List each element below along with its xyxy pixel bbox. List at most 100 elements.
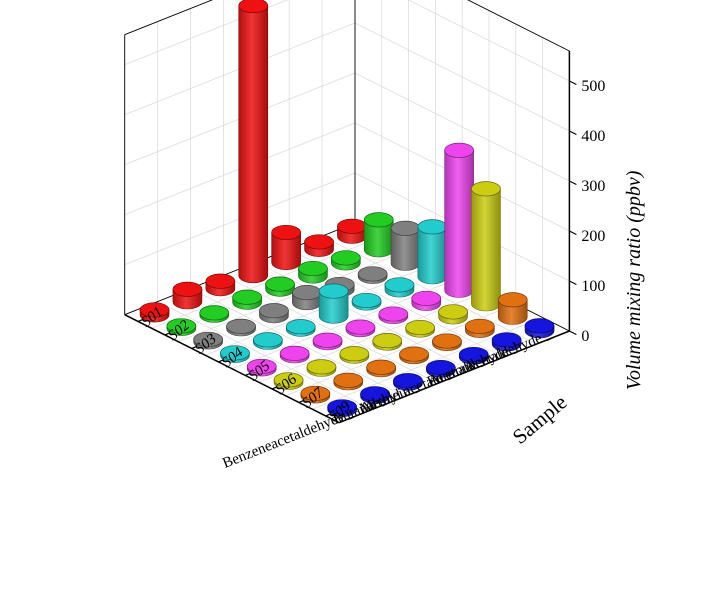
cylinder-top [372,333,403,349]
cylinder-top [351,292,382,309]
z-tick-label: 500 [581,78,605,95]
bar-acetone-s02 [298,260,328,284]
compound-tick [349,415,356,420]
bar-methyl-acetate-s04 [318,283,349,324]
cylinder-top [300,385,331,401]
compound-tick [546,337,554,342]
cylinder-top [339,346,370,362]
cylinder-body [417,226,448,285]
compound-tick [480,363,488,368]
cylinder-top [220,345,250,361]
bar-acrolein-s06 [339,346,370,364]
cylinder-top [333,372,364,388]
bar-butanal-s07 [333,372,364,391]
bar-acetaldehyde-s03 [390,220,421,271]
cylinder-top [458,346,489,363]
cylinder-top [471,181,501,197]
bar-acrolein-s07 [366,359,396,378]
compound-tick [513,350,521,355]
bar-acetone-s07 [432,333,462,351]
cylinder-top [318,283,349,299]
bar-acrolein-s04 [285,319,316,337]
cylinder-top [199,305,230,321]
bar-acetone-s06 [405,319,435,338]
cylinder-top [172,281,203,297]
bar-acetaldehyde-s05 [444,142,474,298]
cylinder-top [232,289,262,305]
bar-benzeneacetaldehyde-s03 [193,331,223,350]
bar-acrolein-s02 [232,289,262,310]
cylinder-body [238,5,269,284]
cylinder-top [384,277,415,293]
cylinder-top [345,319,376,335]
bar-methyl-acetate-s06 [372,333,403,351]
bar-acrolein-s09 [393,373,423,391]
cylinder-top [273,372,304,388]
bar-acetaldehyde-s02 [363,212,394,258]
bar-benzeneacetaldehyde-s02 [166,318,197,336]
compound-tick [382,402,389,407]
z-tick-label: 300 [581,178,605,195]
cylinder-top [205,273,236,289]
cylinder-top [292,285,322,301]
bar-methyl-acetate-s02 [265,276,295,297]
bar-benzeneacetaldehyde-s07 [300,385,331,404]
bar-butanal-s09 [360,386,390,404]
bar-formaldehyde-s06 [438,304,468,325]
cylinder-top [265,276,295,292]
cylinder-top [238,0,269,14]
z-tick [569,330,577,336]
cylinder-top [298,260,328,277]
cylinder-top [259,303,289,319]
bar-benzeneacetaldehyde-s04 [220,345,250,363]
bar-benzeneacetaldehyde-s09 [327,399,357,417]
z-tick-label: 100 [581,278,605,295]
cylinder-top [312,332,343,348]
bar-acrolein-s03 [259,303,289,324]
cylinder-top [337,218,367,234]
cylinder-body [271,232,301,270]
bar-formaldehyde-s03 [357,266,388,284]
cylinder-top [306,359,337,375]
z-tick [569,80,577,86]
bar-formaldehyde-s05 [411,290,442,311]
bar-acetaldehyde-s04 [417,219,448,285]
z-tick [569,230,577,236]
cylinder-top [399,346,429,362]
z-axis-title: Volume mixing ratio (ppbv) [623,170,645,390]
cylinder-top [444,142,474,158]
cylinder-top [411,290,442,306]
compound-tick [415,389,422,394]
cylinder-top [366,359,396,375]
cylinder-top [360,386,390,402]
cylinder-top [271,224,301,241]
bar-acetaldehyde-s07 [497,292,528,325]
cylinder-body [471,188,501,312]
bar-butanal-s06 [306,359,337,377]
cylinder-top [426,360,456,376]
cylinder-top [393,373,423,389]
bar-acetone-s05 [378,306,409,324]
compound-tick-label: Benzeneacetaldehyde [220,409,347,472]
bar-acetone-s04 [351,292,382,311]
bar-butanal-s05 [279,345,310,364]
z-tick [569,130,577,136]
bar-acetaldehyde-s09 [524,318,555,339]
cylinder-top [378,306,409,322]
cylinder-top [279,345,310,361]
bar-methyl-acetate-s09 [426,360,456,378]
z-tick-label: 0 [581,328,589,345]
frame-line [467,0,570,52]
cylinder-body [444,150,474,298]
bar-methyl-acetate-s07 [399,346,429,365]
bar-formaldehyde-s01 [304,234,334,257]
bar-butanal-s02 [199,305,230,323]
y-axis-title: Sample [508,390,572,449]
cylinder-top [417,219,448,235]
cylinder-top [363,212,394,228]
bar-acrolein-s05 [312,332,343,351]
cylinder-top [524,318,555,334]
z-tick-label: 200 [581,228,605,245]
cylinder-top [497,292,528,308]
